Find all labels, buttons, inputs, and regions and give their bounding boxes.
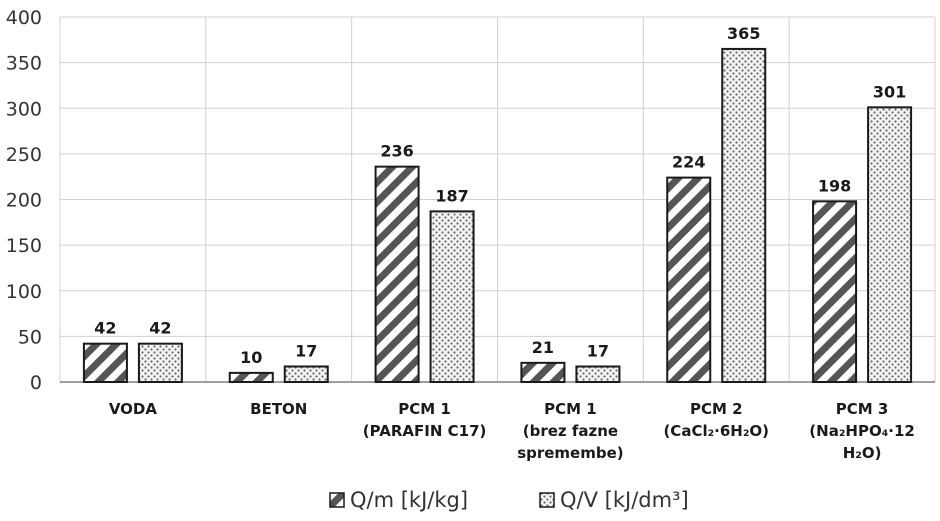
y-tick-label: 200 (6, 190, 42, 212)
data-label: 224 (672, 153, 705, 172)
legend-label: Q/V [kJ/dm³] (560, 488, 689, 512)
y-tick-label: 0 (30, 372, 42, 394)
data-label: 365 (727, 24, 760, 43)
y-tick-label: 400 (6, 7, 42, 29)
x-category-label: (brez fazne (523, 422, 618, 440)
x-category-label: BETON (250, 400, 307, 418)
x-category-label: H₂O) (843, 444, 882, 462)
bar-q-m (374, 165, 420, 383)
y-tick-label: 250 (6, 144, 42, 166)
legend-swatch (539, 492, 555, 508)
x-category-label: PCM 1 (398, 400, 451, 418)
bar-q-v (867, 106, 913, 384)
y-tick-label: 50 (18, 326, 42, 348)
bar-q-v (137, 342, 183, 383)
x-category-label: (PARAFIN C17) (363, 422, 487, 440)
y-tick-label: 100 (6, 281, 42, 303)
data-labels: 42 42 10 17 236 187 21 17 224 365 198 301 (94, 24, 906, 367)
y-tick-label: 350 (6, 53, 42, 75)
x-category-label: VODA (109, 400, 158, 418)
y-tick-label: 150 (6, 235, 42, 257)
bar-q-m (812, 200, 858, 383)
legend-swatch (329, 492, 345, 508)
grid (59, 16, 936, 383)
x-axis-categories: VODA BETON PCM 1 (PARAFIN C17) PCM 1 (brez fa… (109, 400, 915, 462)
bar-q-m (666, 176, 712, 383)
y-axis-ticks: 0 50 100 150 200 250 300 350 400 (6, 7, 42, 394)
bar-q-v (283, 365, 329, 383)
bar-q-m (228, 371, 274, 383)
bar-q-v (721, 47, 767, 383)
legend: Q/m [kJ/kg] Q/V [kJ/dm³] (329, 488, 689, 512)
x-category-label: PCM 2 (690, 400, 743, 418)
bar-q-m (520, 361, 566, 383)
data-label: 187 (435, 186, 468, 205)
bar-q-v (575, 365, 621, 383)
data-label: 17 (295, 341, 317, 360)
x-category-label: (CaCl₂·6H₂O) (663, 422, 769, 440)
data-label: 198 (818, 176, 851, 195)
data-label: 10 (240, 348, 262, 367)
bar-q-v (429, 210, 475, 383)
data-label: 236 (380, 142, 413, 161)
bar-q-m (82, 342, 128, 383)
x-category-label: spremembe) (517, 444, 623, 462)
legend-label: Q/m [kJ/kg] (350, 488, 468, 512)
y-tick-label: 300 (6, 98, 42, 120)
x-category-label: (Na₂HPO₄·12 (809, 422, 915, 440)
data-label: 42 (149, 319, 171, 338)
data-label: 42 (94, 319, 116, 338)
bars (82, 47, 913, 384)
data-label: 21 (532, 338, 554, 357)
data-label: 301 (873, 82, 906, 101)
data-label: 17 (587, 341, 609, 360)
x-category-label: PCM 1 (544, 400, 597, 418)
x-category-label: PCM 3 (836, 400, 889, 418)
